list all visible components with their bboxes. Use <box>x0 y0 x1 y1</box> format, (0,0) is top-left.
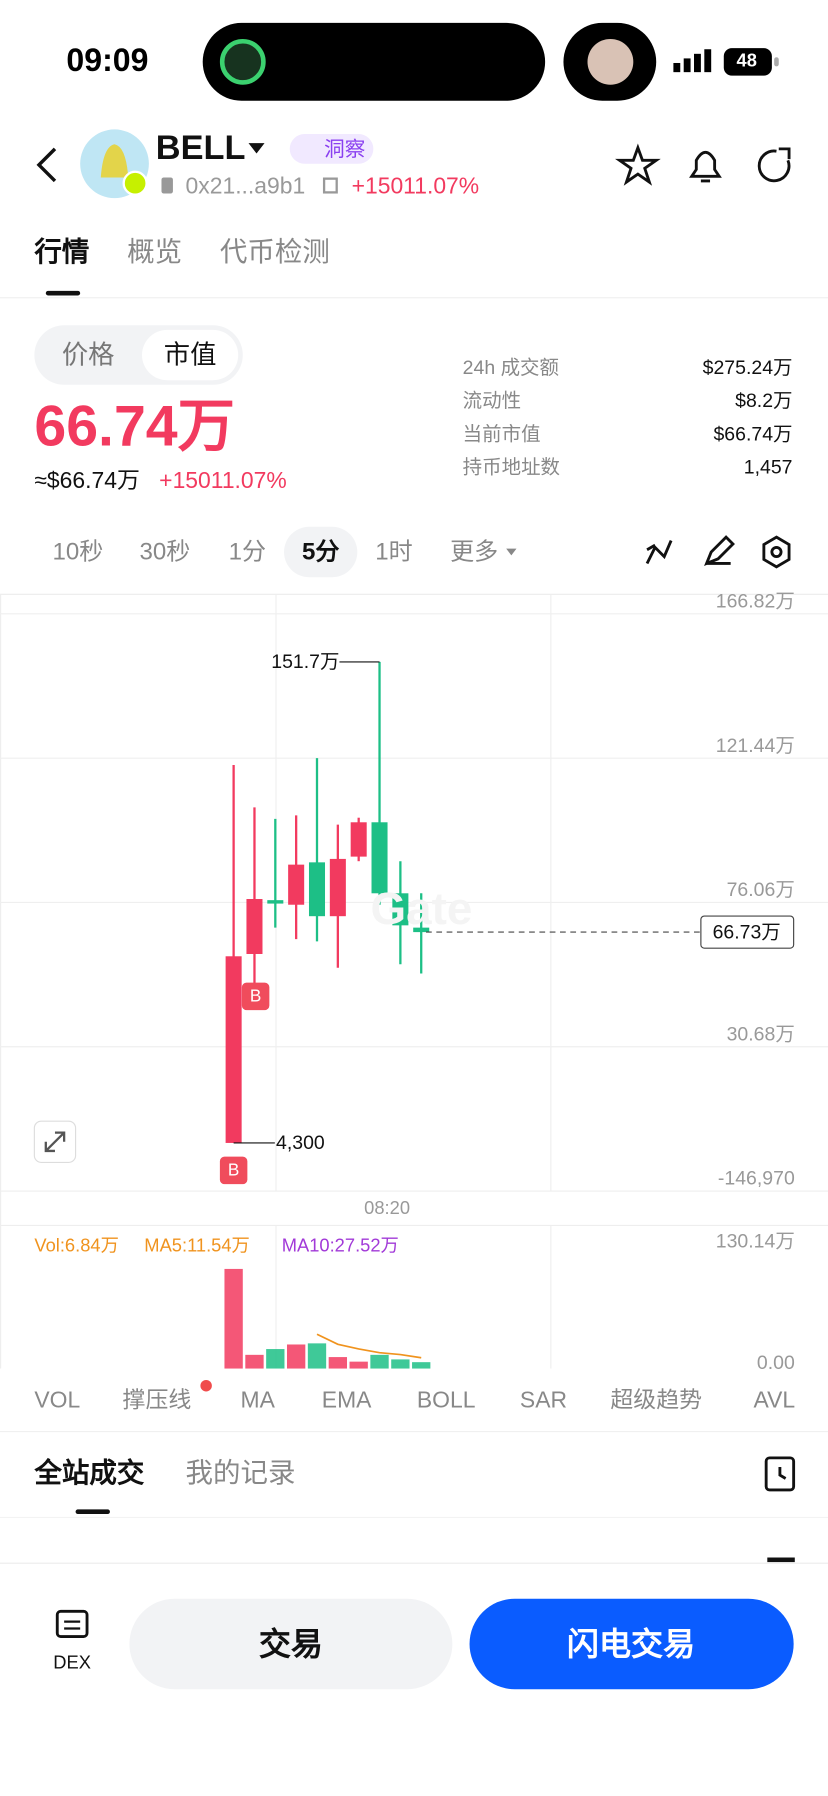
volume-bar <box>412 1362 431 1369</box>
interval[interactable]: 10秒 <box>52 538 104 566</box>
market-cap-change: +15011.07% <box>159 468 287 494</box>
watermark: Gate <box>370 884 473 935</box>
indicator[interactable]: AVL <box>753 1388 796 1414</box>
y-tick-label: 166.82万 <box>715 590 795 613</box>
candle-body <box>225 956 242 1143</box>
interval[interactable]: 30秒 <box>139 538 191 566</box>
flash-trade-button[interactable]: 闪电交易 <box>566 1626 696 1662</box>
y-tick-label: 76.06万 <box>726 878 795 901</box>
volume-bar <box>224 1268 243 1369</box>
volume-bar <box>286 1344 306 1369</box>
tab[interactable]: 概览 <box>127 237 183 268</box>
dex-button[interactable]: DEX <box>53 1653 91 1674</box>
status-time: 09:09 <box>66 42 149 78</box>
trade-tab[interactable]: 我的记录 <box>185 1457 296 1489</box>
volume-bar <box>245 1354 264 1369</box>
indicator[interactable]: MA <box>240 1388 275 1414</box>
stat-label: 24h 成交额 <box>462 356 559 379</box>
market-cap-usd: ≈$66.74万 <box>34 468 140 494</box>
candle-body <box>288 864 305 905</box>
candle-body <box>371 822 388 894</box>
trade-button[interactable]: 交易 <box>258 1626 323 1662</box>
expand-icon <box>33 1120 77 1163</box>
token-address: 0x21...a9b1 <box>185 174 306 200</box>
indicator[interactable]: BOLL <box>416 1388 476 1414</box>
interval[interactable]: 1分 <box>228 538 267 566</box>
battery-level: 48 <box>736 51 757 72</box>
volume-legend: MA5:11.54万 <box>144 1236 250 1257</box>
stat-label: 流动性 <box>462 389 522 412</box>
interval[interactable]: 1时 <box>375 538 413 566</box>
toggle-option[interactable]: 市值 <box>163 339 217 370</box>
chart-frame <box>0 593 828 1369</box>
last-price-label: 66.73万 <box>712 921 781 943</box>
stat-value: $8.2万 <box>735 389 793 412</box>
annotation: 151.7万 <box>271 651 340 673</box>
x-tick-label: 08:20 <box>364 1199 411 1219</box>
candle-body <box>246 899 263 954</box>
tab[interactable]: 行情 <box>34 237 90 268</box>
y-tick-label: 121.44万 <box>715 734 795 757</box>
candle-body <box>267 900 284 904</box>
status-shapes <box>202 22 779 101</box>
volume-bar <box>370 1354 389 1369</box>
buy-marker-label: B <box>227 1160 240 1181</box>
y-tick-label: -146,970 <box>717 1167 795 1190</box>
indicator[interactable]: 撑压线 <box>122 1388 192 1414</box>
interval[interactable]: 5分 <box>301 538 340 566</box>
token-change: +15011.07% <box>351 174 480 200</box>
lower-shapes <box>0 1380 828 1796</box>
stat-label: 持币地址数 <box>462 456 561 479</box>
volume-bar <box>307 1343 327 1369</box>
stat-value: $275.24万 <box>702 356 793 379</box>
token-title[interactable]: BELL <box>155 129 246 168</box>
trade-tab[interactable]: 全站成交 <box>34 1457 145 1489</box>
indicator[interactable]: EMA <box>321 1388 372 1414</box>
buy-marker-label: B <box>249 986 262 1007</box>
ma5-line <box>316 1333 422 1359</box>
candle-body <box>329 858 346 917</box>
tab[interactable]: 代币检测 <box>219 237 330 268</box>
insight-badge[interactable]: 洞察 <box>324 137 366 161</box>
volume-bar <box>391 1359 410 1369</box>
indicator[interactable]: VOL <box>34 1388 81 1414</box>
volume-legend: Vol:6.84万 <box>34 1236 119 1257</box>
stat-value: $66.74万 <box>713 423 793 445</box>
y-tick-label: 30.68万 <box>726 1023 795 1046</box>
volume-bar <box>349 1361 368 1369</box>
candle-body <box>350 822 367 857</box>
indicator[interactable]: SAR <box>519 1388 568 1414</box>
annotation: 4,300 <box>276 1132 325 1154</box>
volume-bar <box>266 1349 285 1369</box>
candle-body <box>308 862 326 917</box>
stat-value: 1,457 <box>743 456 793 479</box>
volume-bar <box>328 1357 348 1369</box>
toggle-option[interactable]: 价格 <box>61 339 115 370</box>
market-cap: 66.74万 <box>34 393 235 459</box>
volume-legend: MA10:27.52万 <box>281 1236 399 1257</box>
indicator[interactable]: 超级趋势 <box>610 1388 703 1414</box>
volume-tick-label: 0.00 <box>756 1351 795 1374</box>
interval[interactable]: 更多 <box>450 538 499 566</box>
stat-label: 当前市值 <box>462 423 541 445</box>
volume-tick-label: 130.14万 <box>715 1230 795 1253</box>
